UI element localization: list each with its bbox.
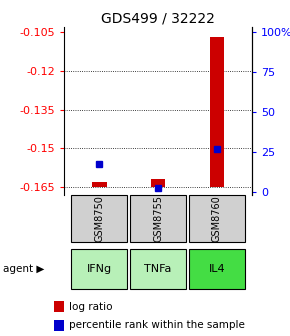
Text: TNFa: TNFa bbox=[144, 264, 172, 274]
Bar bbox=[71, 195, 127, 242]
Bar bbox=[189, 195, 245, 242]
Bar bbox=[54, 301, 64, 312]
Bar bbox=[54, 320, 64, 331]
Text: percentile rank within the sample: percentile rank within the sample bbox=[68, 320, 244, 330]
Bar bbox=[151, 179, 165, 187]
Bar bbox=[210, 37, 224, 187]
Text: agent ▶: agent ▶ bbox=[3, 264, 44, 274]
Text: log ratio: log ratio bbox=[68, 302, 112, 312]
Text: GSM8750: GSM8750 bbox=[94, 195, 104, 242]
Bar bbox=[92, 182, 106, 187]
Bar bbox=[130, 195, 186, 242]
Title: GDS499 / 32222: GDS499 / 32222 bbox=[101, 12, 215, 26]
Bar bbox=[71, 249, 127, 289]
Text: GSM8760: GSM8760 bbox=[212, 195, 222, 242]
Text: IFNg: IFNg bbox=[87, 264, 112, 274]
Bar bbox=[130, 249, 186, 289]
Bar bbox=[189, 249, 245, 289]
Text: IL4: IL4 bbox=[209, 264, 225, 274]
Text: GSM8755: GSM8755 bbox=[153, 195, 163, 242]
